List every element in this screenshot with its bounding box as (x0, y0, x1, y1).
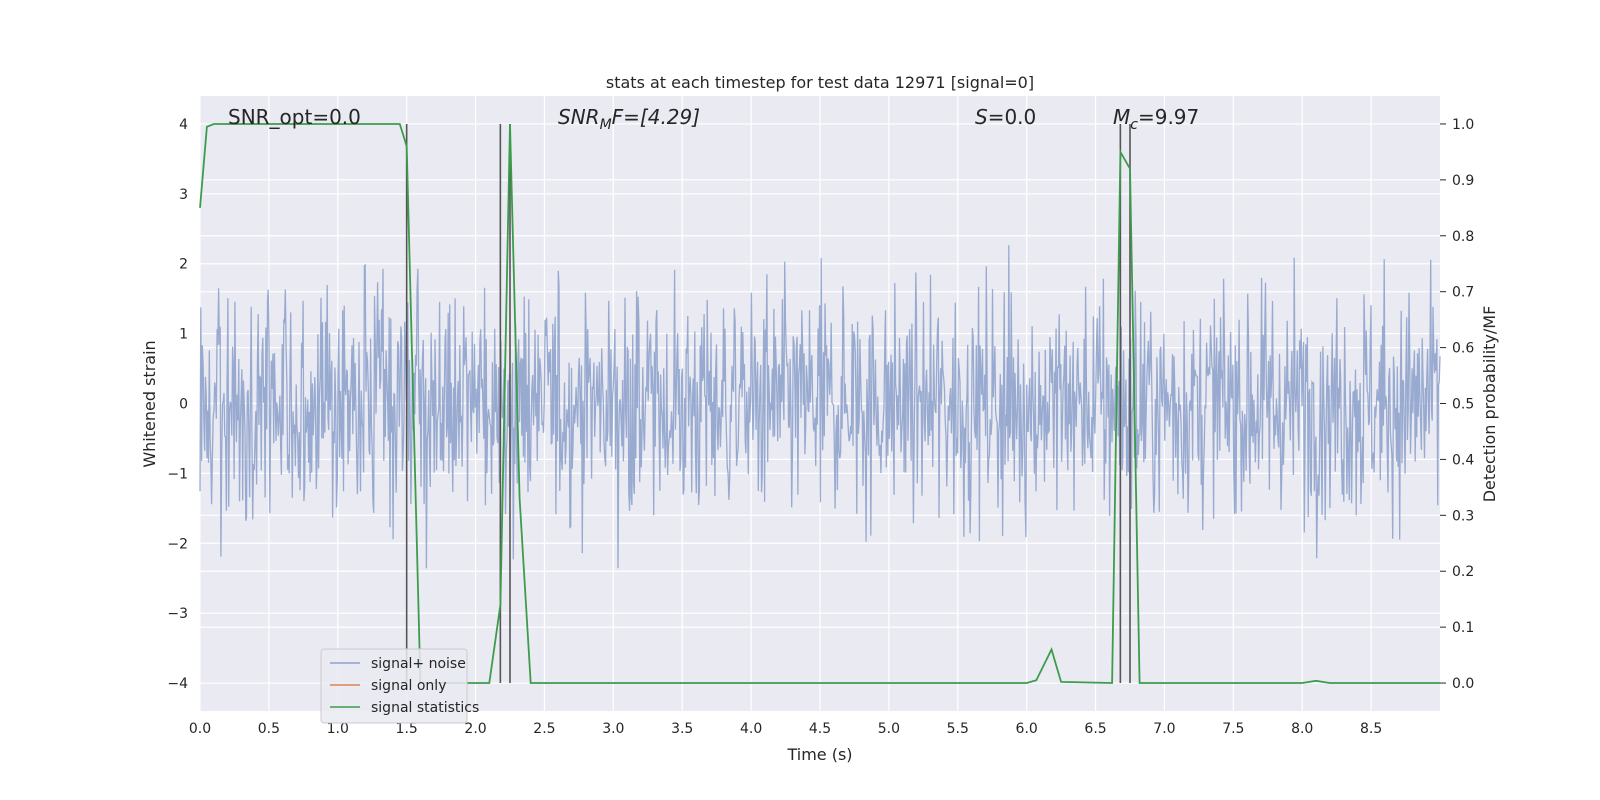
x-tick-label: 5.0 (878, 721, 900, 737)
snr-mf-sub: M (600, 117, 612, 133)
y2-tick-label: 0.0 (1452, 676, 1474, 692)
x-tick-label: 3.0 (602, 721, 624, 737)
annotation-s: S=0.0 (975, 105, 1036, 129)
x-tick-label: 6.5 (1084, 721, 1106, 737)
y-tick-label: −2 (167, 536, 188, 552)
x-tick-label: 4.5 (809, 721, 831, 737)
x-axis-label: Time (s) (786, 745, 852, 764)
x-tick-label: 0.0 (189, 721, 211, 737)
mc-sub: c (1130, 117, 1138, 133)
legend-label-signal-only: signal only (371, 678, 446, 694)
y-axis-ticks: 4 3 2 1 0 −1 −2 −3 −4 (167, 117, 188, 692)
y2-tick-label: 0.6 (1452, 341, 1474, 357)
x-tick-label: 5.5 (947, 721, 969, 737)
y-tick-label: −1 (167, 466, 188, 482)
y-tick-label: 3 (179, 187, 188, 203)
y-tick-label: 0 (179, 397, 188, 413)
y-tick-label: 4 (179, 117, 188, 133)
y-axis-label: Whitened strain (140, 340, 159, 467)
y2-tick-label: 0.3 (1452, 508, 1474, 524)
x-tick-label: 1.5 (396, 721, 418, 737)
x-tick-label: 7.5 (1222, 721, 1244, 737)
signal-statistics-line (199, 123, 1440, 684)
x-tick-label: 1.0 (327, 721, 349, 737)
mc-main: M (1113, 105, 1130, 129)
snr-mf-main: SNR (558, 105, 600, 129)
y2-tick-label: 0.2 (1452, 564, 1474, 580)
y2-axis-label: Detection probability/MF (1480, 306, 1499, 503)
y2-tick-label: 0.9 (1452, 173, 1474, 189)
annotation-mc: Mc=9.97 (1113, 105, 1199, 133)
y2-axis-ticks: 1.0 0.9 0.8 0.7 0.6 0.5 0.4 0.3 0.2 0.1 0.0 (1440, 117, 1474, 692)
y-tick-label: 2 (179, 257, 188, 273)
mc-rest: =9.97 (1138, 105, 1199, 129)
y-tick-label: 1 (179, 327, 188, 343)
vertical-markers (405, 123, 1131, 684)
legend-label-signal-statistics: signal statistics (371, 700, 479, 716)
annotation-snr-opt: SNR_opt=0.0 (228, 105, 361, 129)
y2-tick-label: 0.1 (1452, 620, 1474, 636)
s-rest: =0.0 (988, 105, 1037, 129)
y2-tick-label: 0.8 (1452, 229, 1474, 245)
x-tick-label: 3.5 (671, 721, 693, 737)
legend-box (320, 648, 468, 724)
legend: signal+ noise signal only signal statist… (320, 648, 479, 724)
y2-tick-label: 0.5 (1452, 397, 1474, 413)
legend-label-signal-noise: signal+ noise (371, 656, 466, 672)
y2-tick-label: 1.0 (1452, 117, 1474, 133)
y2-tick-label: 0.4 (1452, 452, 1474, 468)
x-tick-label: 8.0 (1291, 721, 1313, 737)
s-main: S (975, 105, 988, 129)
x-tick-label: 2.0 (464, 721, 486, 737)
y-tick-label: −3 (167, 606, 188, 622)
annotation-snr-mf: SNRMF=[4.29] (558, 105, 700, 133)
chart-title: stats at each timestep for test data 129… (606, 73, 1034, 92)
x-axis-ticks: 0.0 0.5 1.0 1.5 2.0 2.5 3.0 3.5 4.0 4.5 5.0 5.5 6.0 6… (189, 721, 1382, 737)
x-tick-label: 8.5 (1360, 721, 1382, 737)
y-tick-label: −4 (167, 676, 188, 692)
y2-tick-label: 0.7 (1452, 285, 1474, 301)
x-tick-label: 6.0 (1016, 721, 1038, 737)
x-tick-label: 2.5 (533, 721, 555, 737)
x-tick-label: 4.0 (740, 721, 762, 737)
snr-mf-rest: F=[4.29] (612, 105, 700, 129)
x-tick-label: 7.0 (1153, 721, 1175, 737)
x-tick-label: 0.5 (258, 721, 280, 737)
